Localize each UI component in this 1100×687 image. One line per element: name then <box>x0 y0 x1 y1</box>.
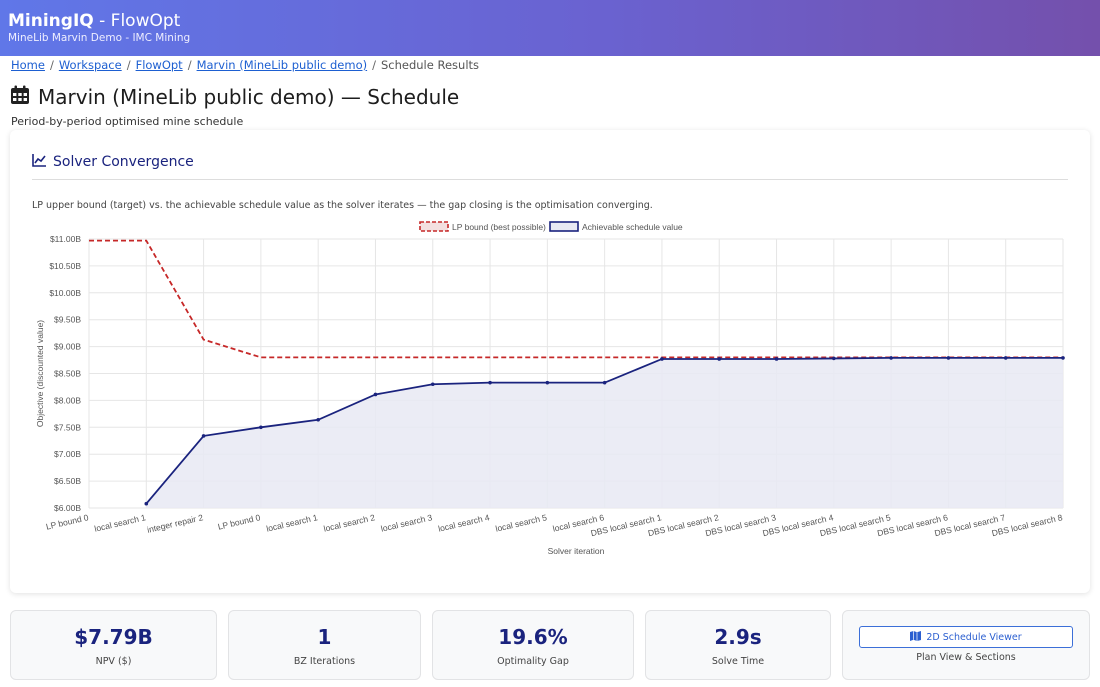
line-chart-icon <box>32 152 47 171</box>
x-tick-label: local search 3 <box>380 512 434 534</box>
achievable-point <box>373 392 378 397</box>
y-tick-label: $7.50B <box>54 422 81 432</box>
breadcrumb-project[interactable]: Marvin (MineLib public demo) <box>196 58 368 72</box>
breadcrumb-workspace[interactable]: Workspace <box>58 58 122 72</box>
page-title-row: Marvin (MineLib public demo) — Schedule <box>10 85 459 109</box>
y-tick-label: $11.00B <box>50 234 81 244</box>
stat-card-bz-iterations: 1 BZ Iterations <box>228 610 421 680</box>
top-bar: MiningIQ - FlowOpt MineLib Marvin Demo -… <box>0 0 1100 56</box>
achievable-point <box>316 417 320 422</box>
card-title: Solver Convergence <box>53 153 194 170</box>
stat-card-solve-time: 2.9s Solve Time <box>645 610 831 680</box>
achievable-point <box>889 356 893 360</box>
optimality-gap-value: 19.6% <box>498 625 568 649</box>
breadcrumb-flowopt[interactable]: FlowOpt <box>135 58 183 72</box>
optimality-gap-label: Optimality Gap <box>497 656 569 667</box>
stat-card-viewer: 2D Schedule Viewer Plan View & Sections <box>842 610 1090 680</box>
page-subtitle: Period-by-period optimised mine schedule <box>11 115 244 128</box>
product-name: - FlowOpt <box>93 11 181 31</box>
convergence-card: Solver Convergence LP upper bound (targe… <box>10 130 1090 593</box>
achievable-point <box>488 380 492 385</box>
y-tick-label: $9.50B <box>54 315 81 325</box>
page-title: Marvin (MineLib public demo) — Schedule <box>38 85 460 109</box>
achievable-point <box>545 380 550 385</box>
y-tick-label: $7.00B <box>54 449 81 459</box>
achievable-point <box>832 356 836 361</box>
calendar-icon <box>10 85 30 109</box>
x-tick-label: integer repair 2 <box>146 512 204 535</box>
x-tick-label: local search 2 <box>323 512 377 534</box>
breadcrumb-home[interactable]: Home <box>11 58 45 72</box>
breadcrumb-separator: / <box>126 58 131 72</box>
card-header: Solver Convergence <box>32 152 194 171</box>
y-tick-label: $8.00B <box>54 395 81 405</box>
breadcrumb-separator: / <box>49 58 54 72</box>
app-title[interactable]: MiningIQ - FlowOpt <box>8 11 180 31</box>
x-tick-label: local search 1 <box>265 512 319 534</box>
x-tick-label: LP bound 0 <box>217 512 262 532</box>
bz-iterations-label: BZ Iterations <box>293 656 356 667</box>
legend-label-lp: LP bound (best possible) <box>452 222 546 232</box>
x-tick-label: local search 1 <box>93 512 147 534</box>
achievable-point <box>259 425 263 430</box>
y-tick-label: $8.50B <box>54 369 81 379</box>
x-tick-label: local search 4 <box>437 512 491 534</box>
achievable-point <box>660 357 664 361</box>
legend-swatch-lp <box>419 221 449 232</box>
solve-time-label: Solve Time <box>711 656 765 667</box>
bz-iterations-value: 1 <box>317 625 332 649</box>
npv-value: $7.79B <box>74 625 153 649</box>
achievable-point <box>602 380 607 385</box>
card-divider <box>32 179 1068 180</box>
breadcrumb-separator: / <box>372 58 376 72</box>
breadcrumb-current: Schedule Results <box>380 58 480 72</box>
x-axis-title: Solver iteration <box>548 546 605 556</box>
achievable-point <box>201 434 206 438</box>
breadcrumb-separator: / <box>187 58 192 72</box>
y-tick-label: $10.50B <box>49 261 81 271</box>
y-tick-label: $10.00B <box>49 288 81 298</box>
solve-time-value: 2.9s <box>714 625 762 649</box>
y-axis-title: Objective (discounted value) <box>35 320 45 427</box>
map-icon <box>910 630 922 644</box>
achievable-point <box>1061 356 1065 360</box>
npv-label: NPV ($) <box>95 656 132 667</box>
legend-label-achievable: Achievable schedule value <box>582 222 683 232</box>
stat-card-optimality-gap: 19.6% Optimality Gap <box>432 610 634 680</box>
achievable-point <box>717 357 722 361</box>
app-subtitle: MineLib Marvin Demo - IMC Mining <box>8 32 191 44</box>
y-tick-label: $9.00B <box>54 342 81 352</box>
y-tick-label: $6.00B <box>54 503 81 513</box>
x-tick-label: LP bound 0 <box>45 512 90 532</box>
schedule-viewer-label: 2D Schedule Viewer <box>926 631 1022 643</box>
card-description: LP upper bound (target) vs. the achievab… <box>32 200 653 211</box>
stat-card-npv: $7.79B NPV ($) <box>10 610 217 680</box>
plan-view-label: Plan View & Sections <box>916 652 1016 663</box>
achievable-point <box>144 501 149 506</box>
breadcrumb: Home / Workspace / FlowOpt / Marvin (MineLib p… <box>11 58 479 72</box>
schedule-viewer-button[interactable]: 2D Schedule Viewer <box>859 626 1073 648</box>
y-tick-label: $6.50B <box>54 476 81 486</box>
achievable-point <box>946 356 951 360</box>
legend-swatch-achievable <box>549 221 579 232</box>
brand-name: MiningIQ <box>8 11 94 31</box>
achievable-point <box>774 357 779 361</box>
lp-bound-line <box>89 239 1063 359</box>
achievable-point <box>430 382 435 387</box>
convergence-chart: $6.00B $6.50B $7.00B $7.50B $8.00B $8.50B $9.0… <box>35 221 1065 556</box>
achievable-point <box>1003 356 1008 360</box>
x-tick-label: local search 5 <box>494 512 548 534</box>
